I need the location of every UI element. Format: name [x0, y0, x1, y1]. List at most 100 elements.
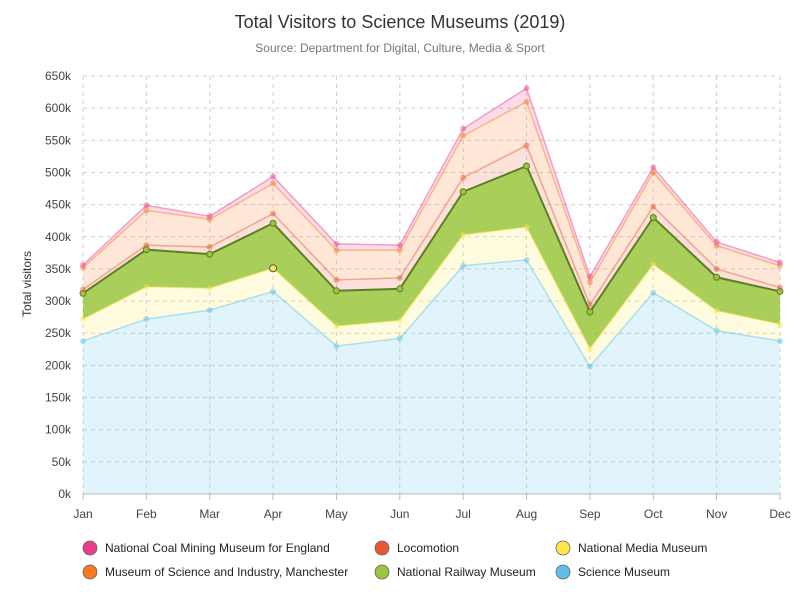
y-tick-label: 200k: [45, 358, 72, 372]
area-science-museum: [83, 259, 780, 494]
y-tick-label: 0k: [58, 487, 72, 501]
point-national-railway-museum: [142, 246, 150, 254]
line-national-media-museum: [82, 226, 781, 351]
point-national-railway-museum: [776, 287, 784, 295]
x-tick-label: Jun: [390, 507, 409, 521]
y-tick-label: 250k: [45, 326, 72, 340]
x-tick-label: Jul: [456, 507, 471, 521]
legend-item: Locomotion: [374, 540, 459, 556]
chart-subtitle: Source: Department for Digital, Culture,…: [255, 41, 545, 55]
line-science-museum: [82, 259, 781, 368]
y-tick-label: 600k: [45, 101, 72, 115]
legend-swatch: [555, 540, 571, 556]
point-museum-of-science-and-industry-manchester: [713, 242, 720, 249]
point-national-media-museum: [80, 316, 86, 323]
point-layer: [79, 85, 784, 370]
point-national-coal-mining-museum-for-england: [523, 85, 530, 92]
x-tick-label: Sep: [579, 507, 601, 521]
y-tick-label: 400k: [45, 230, 72, 244]
point-museum-of-science-and-industry-manchester: [650, 169, 657, 176]
area-national-media-museum: [83, 227, 780, 367]
x-tick-label: Feb: [136, 507, 157, 521]
x-tick-label: Aug: [516, 507, 537, 521]
point-national-media-museum: [460, 231, 467, 238]
point-national-railway-museum: [79, 289, 87, 297]
point-national-media-museum: [523, 224, 530, 231]
legend-label: Museum of Science and Industry, Manchest…: [105, 565, 348, 579]
point-science-museum: [650, 289, 657, 296]
axis-layer: 0k 50k 100k 150k 200k 250k 300k 350k 400k 450k 500…: [45, 69, 791, 521]
point-museum-of-science-and-industry-manchester: [460, 132, 467, 139]
line-national-coal-mining-museum-for-england: [82, 87, 781, 279]
point-national-coal-mining-museum-for-england: [650, 164, 657, 171]
point-national-media-museum: [333, 323, 340, 330]
area-museum-of-science-and-industry-manchester: [83, 101, 780, 305]
point-museum-of-science-and-industry-manchester: [586, 279, 593, 286]
point-national-media-museum: [396, 317, 403, 324]
area-national-railway-museum: [83, 166, 780, 349]
y-tick-label: 450k: [45, 198, 72, 212]
area-layer: [83, 88, 780, 494]
point-museum-of-science-and-industry-manchester: [523, 98, 530, 105]
point-locomotion: [396, 274, 403, 281]
point-museum-of-science-and-industry-manchester: [396, 247, 403, 254]
point-national-media-museum: [143, 283, 150, 290]
point-national-coal-mining-museum-for-england: [143, 202, 150, 209]
point-locomotion: [270, 210, 277, 217]
point-locomotion: [713, 265, 720, 272]
point-national-coal-mining-museum-for-england: [777, 259, 783, 266]
point-national-media-museum: [586, 345, 593, 352]
legend-label: National Coal Mining Museum for England: [105, 541, 330, 555]
legend-label: National Media Museum: [578, 541, 707, 555]
point-locomotion: [143, 242, 150, 249]
y-tick-label: 550k: [45, 133, 72, 147]
y-tick-label: 100k: [45, 423, 72, 437]
point-locomotion: [650, 203, 657, 210]
point-national-media-museum: [650, 261, 657, 268]
point-locomotion: [586, 301, 593, 308]
y-tick-label: 300k: [45, 294, 72, 308]
point-science-museum: [586, 363, 593, 370]
point-science-museum: [713, 327, 720, 334]
legend-swatch: [82, 540, 98, 556]
point-national-railway-museum: [523, 162, 531, 170]
point-science-museum: [523, 256, 530, 263]
legend-item: Science Museum: [555, 564, 670, 580]
x-tick-label: Dec: [769, 507, 790, 521]
point-national-coal-mining-museum-for-england: [270, 173, 277, 180]
legend-item: Museum of Science and Industry, Manchest…: [82, 564, 348, 580]
y-tick-label: 150k: [45, 391, 72, 405]
area-locomotion: [83, 145, 780, 313]
y-tick-label: 350k: [45, 262, 72, 276]
point-national-coal-mining-museum-for-england: [80, 262, 86, 269]
point-national-railway-museum: [649, 213, 657, 221]
y-axis-label: Total visitors: [20, 251, 34, 317]
point-museum-of-science-and-industry-manchester: [777, 262, 783, 269]
point-science-museum: [396, 335, 403, 342]
point-national-coal-mining-museum-for-england: [460, 125, 467, 132]
point-museum-of-science-and-industry-manchester: [143, 207, 150, 214]
point-museum-of-science-and-industry-manchester: [333, 247, 340, 254]
point-national-coal-mining-museum-for-england: [333, 240, 340, 247]
legend-item: National Coal Mining Museum for England: [82, 540, 330, 556]
x-tick-label: Nov: [706, 507, 727, 521]
point-museum-of-science-and-industry-manchester: [270, 180, 277, 187]
legend-item: National Media Museum: [555, 540, 707, 556]
point-national-railway-museum: [586, 308, 594, 316]
point-national-railway-museum: [396, 285, 404, 293]
point-science-museum: [333, 343, 340, 350]
line-layer: [82, 87, 781, 368]
x-tick-label: Apr: [264, 507, 283, 521]
point-national-media-museum: [206, 285, 213, 292]
legend-label: Science Museum: [578, 565, 670, 579]
y-tick-label: 500k: [45, 165, 72, 179]
x-tick-label: Mar: [199, 507, 220, 521]
line-locomotion: [82, 144, 781, 307]
legend-swatch: [374, 540, 390, 556]
point-national-coal-mining-museum-for-england: [206, 213, 213, 220]
point-locomotion: [523, 142, 530, 149]
point-national-coal-mining-museum-for-england: [586, 273, 593, 280]
y-tick-label: 650k: [45, 69, 72, 83]
